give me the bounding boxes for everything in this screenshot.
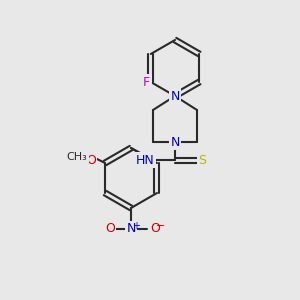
Text: O: O xyxy=(150,223,160,236)
Text: F: F xyxy=(143,76,150,88)
Text: S: S xyxy=(198,154,206,166)
Text: O: O xyxy=(86,154,96,167)
Text: HN: HN xyxy=(136,154,154,166)
Text: CH₃: CH₃ xyxy=(67,152,87,162)
Text: −: − xyxy=(156,221,166,231)
Text: +: + xyxy=(132,221,140,231)
Text: N: N xyxy=(126,223,136,236)
Text: N: N xyxy=(170,89,180,103)
Text: O: O xyxy=(105,223,115,236)
Text: N: N xyxy=(170,136,180,148)
